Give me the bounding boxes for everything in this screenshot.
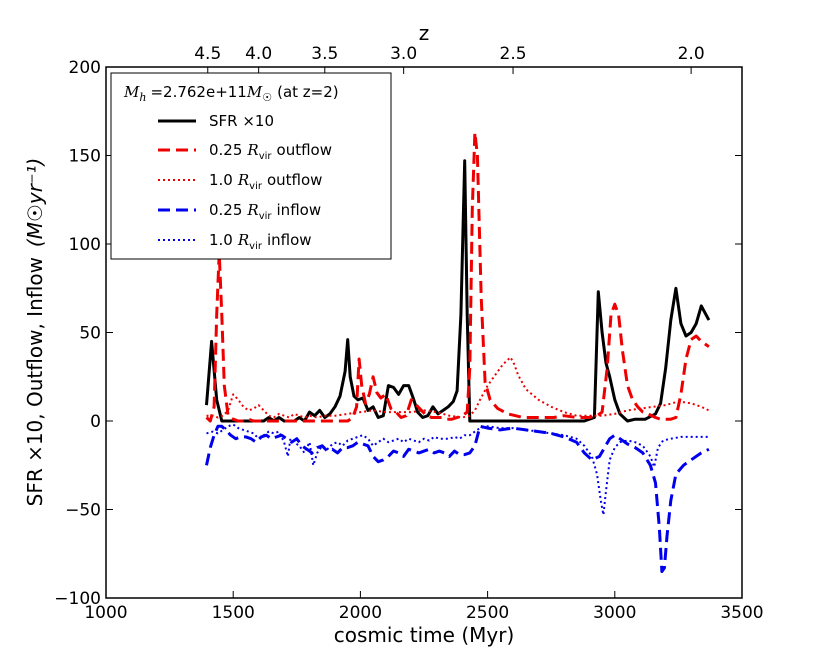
legend-box	[110, 72, 392, 260]
y-tick-label: −50	[65, 501, 101, 521]
top-tick-label: 3.0	[390, 44, 417, 64]
series-line-1	[205, 159, 711, 423]
x-tick-label: 2000	[339, 603, 382, 623]
top-tick-label: 2.5	[500, 44, 527, 64]
y-axis-title-main: SFR ×10, Outflow, Inflow	[23, 257, 47, 506]
series-line-4	[205, 424, 710, 573]
x-tick-label: 1500	[212, 603, 255, 623]
top-tick-label: 3.5	[311, 44, 338, 64]
x-tick-label: 3000	[593, 603, 636, 623]
legend-label-outflow-10: 1.0 Rvir outflow	[209, 171, 322, 192]
y-axis-title: SFR ×10, Outflow, Inflow (M☉yr⁻¹)	[23, 158, 47, 507]
legend-label-inflow-025: 0.25 Rvir inflow	[209, 201, 321, 222]
y-tick-label: −100	[54, 589, 101, 609]
legend-label-outflow-025: 0.25 Rvir outflow	[209, 141, 332, 162]
top-axis-title: z	[419, 21, 430, 45]
y-tick-label: 150	[69, 147, 101, 167]
legend-title: Mh =2.762e+11M☉ (at z=2)	[123, 83, 339, 104]
y-tick-label: 50	[79, 324, 101, 344]
series-layer	[205, 131, 711, 573]
y-tick-label: 0	[90, 412, 101, 432]
x-tick-label: 1000	[84, 603, 127, 623]
x-tick-label: 2500	[466, 603, 509, 623]
legend-label-inflow-10: 1.0 Rvir inflow	[209, 231, 312, 252]
y-tick-label: 100	[69, 235, 101, 255]
top-tick-label: 4.0	[245, 44, 272, 64]
top-tick-label: 4.5	[194, 44, 221, 64]
svg-text:SFR ×10, Outflow, Inflow(M☉yr⁻: SFR ×10, Outflow, Inflow (M☉yr⁻¹)	[23, 158, 47, 507]
top-tick-label: 2.0	[678, 44, 705, 64]
ticks-layer: 1000 1500 2000 2500 3000 3500 −100 −50 0 50 100 150…	[54, 44, 763, 623]
x-axis-title: cosmic time (Myr)	[334, 623, 515, 647]
series-line-2	[205, 131, 710, 423]
x-tick-label: 3500	[720, 603, 763, 623]
legend-label-sfr: SFR ×10	[209, 112, 274, 130]
legend: Mh =2.762e+11M☉ (at z=2) SFR ×10 0.25 Rvir o…	[110, 72, 392, 260]
y-tick-label: 200	[69, 58, 101, 78]
y-axis-title-units: (M☉yr⁻¹)	[23, 158, 47, 247]
series-line-5	[206, 423, 709, 516]
